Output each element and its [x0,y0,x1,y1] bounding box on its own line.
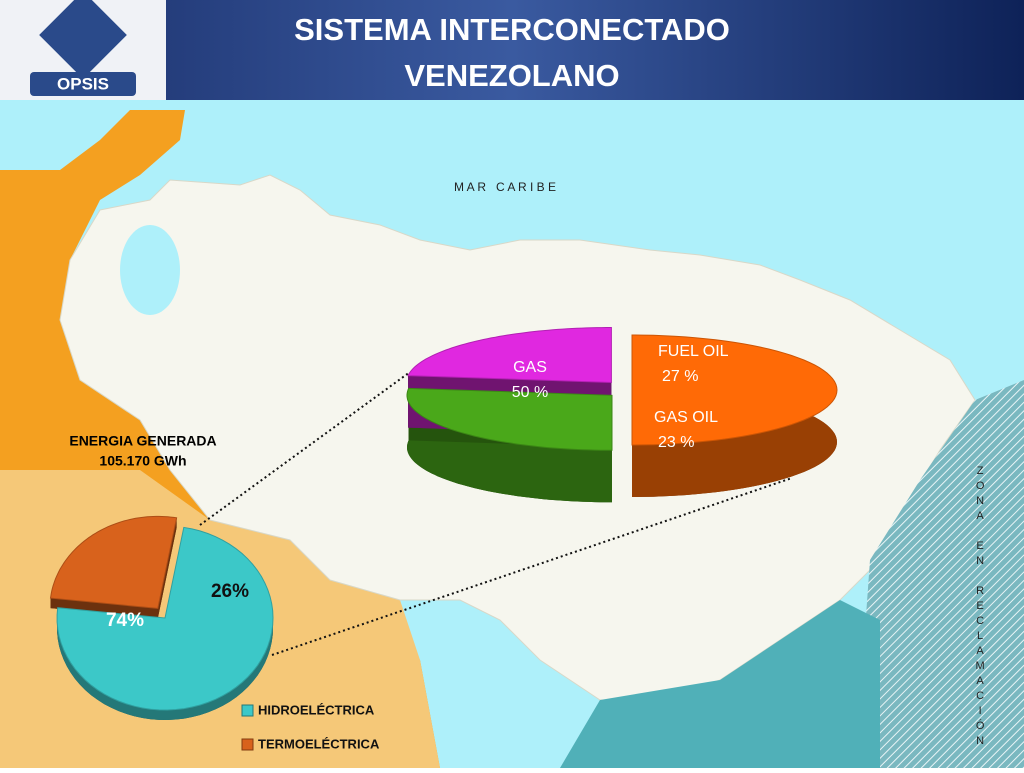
slice-side [157,517,177,619]
value-label: 50 % [512,384,548,401]
legend-label: TERMOELÉCTRICA [258,736,380,751]
pie-slice [49,515,178,609]
legend-swatch [241,738,254,751]
pie-slice [56,526,274,711]
value-label: 27 % [662,368,698,385]
header [0,0,1024,100]
title: SISTEMA INTERCONECTADO [294,12,730,47]
slice-name: GAS OIL [654,409,718,426]
pie-slice [407,327,612,384]
pie-title: ENERGIA GENERADA [69,433,216,449]
sea-label: M A R C A R I B E [454,180,556,194]
slice-side [407,388,612,503]
land-southeast [560,600,880,768]
slice-name: FUEL OIL [658,343,729,360]
pie-subtitle: 105.170 GWh [99,453,186,469]
slice-name: GAS [513,359,547,376]
legend-swatch [241,704,254,717]
zone-label: ZONA EN RECLAMACIÓN [974,465,986,750]
value-label: 74% [106,610,144,631]
legend-label: HIDROELÉCTRICA [258,702,375,717]
connector [271,477,793,656]
pie-slice [631,334,838,446]
value-label: 26% [211,581,249,602]
pie-slice [406,387,613,451]
connector [199,371,411,526]
slice-side [50,598,158,619]
lake [120,225,180,315]
logo-text: OPSIS [57,74,109,93]
value-label: 23 % [658,434,694,451]
logo-plate [30,72,136,96]
claim-zone [860,380,1024,768]
title: VENEZOLANO [404,58,619,93]
